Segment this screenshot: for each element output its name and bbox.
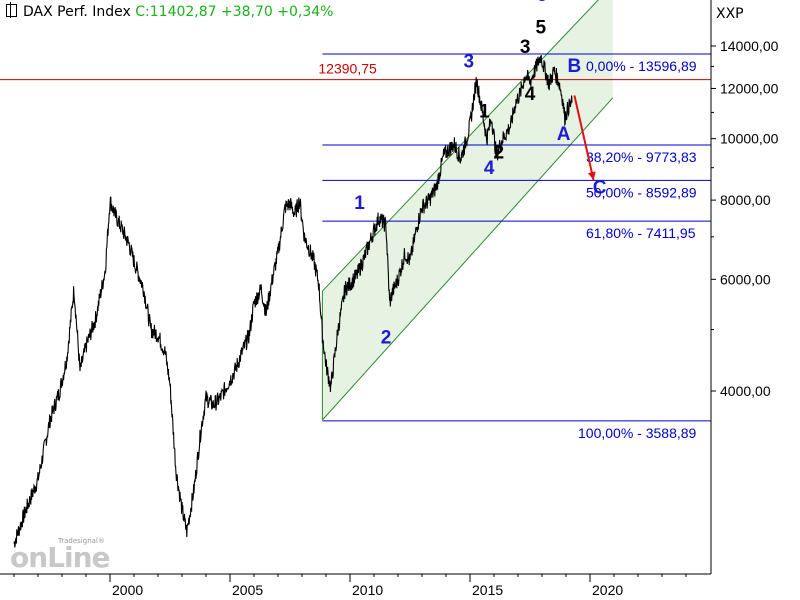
arrow-head xyxy=(587,171,596,181)
x-tick-label-1: 2005 xyxy=(232,582,263,598)
fib-label-2: 50,00% - 8592,89 xyxy=(586,184,697,200)
channel-fill xyxy=(322,0,613,420)
wave-label-3-7: 3 xyxy=(520,37,531,58)
logo-brand-big: onLine xyxy=(10,541,111,574)
wave-label-c-12: C xyxy=(593,177,607,198)
y-tick-label-0: 4000,00 xyxy=(720,383,771,399)
wave-label-5-4: 5 xyxy=(537,0,548,6)
resistance-label: 12390,75 xyxy=(318,61,377,77)
x-tick-label-2: 2010 xyxy=(352,582,383,598)
candlestick-icon xyxy=(6,2,17,18)
y-tick-label-1: 6000,00 xyxy=(720,271,771,287)
fib-label-4: 100,00% - 3588,89 xyxy=(578,425,697,441)
logo-brand-small: Tradesignal® xyxy=(58,537,105,545)
y-tick-label-4: 12000,00 xyxy=(720,80,779,96)
wave-label-4-8: 4 xyxy=(525,84,536,105)
wave-labels: 1234512345ABC xyxy=(354,0,606,349)
last-quote: C:11402,87 +38,70 +0,34% xyxy=(135,4,334,20)
axes: 4000,006000,008000,0010000,0012000,00140… xyxy=(0,0,779,598)
wave-label-5-9: 5 xyxy=(536,18,547,39)
symbol-label: XXP xyxy=(716,6,744,22)
x-tick-label-3: 2015 xyxy=(472,582,503,598)
arrow-shaft xyxy=(573,95,595,181)
chart-header: DAX Perf. Index C:11402,87 +38,70 +0,34% xyxy=(6,2,334,20)
wave-label-2-6: 2 xyxy=(494,143,505,164)
price-series xyxy=(13,54,573,548)
fib-label-3: 61,80% - 7411,95 xyxy=(586,225,696,241)
wave-label-1-0: 1 xyxy=(354,193,365,214)
price-line xyxy=(13,54,573,548)
wave-label-1-5: 1 xyxy=(479,101,490,122)
channel-lower-line xyxy=(322,97,614,421)
projection-arrow xyxy=(573,95,596,181)
instrument-title: DAX Perf. Index xyxy=(23,4,131,20)
wave-label-3-2: 3 xyxy=(464,51,475,72)
wave-label-2-1: 2 xyxy=(381,328,392,349)
x-tick-label-0: 2000 xyxy=(112,582,143,598)
wave-label-a-10: A xyxy=(557,124,571,145)
fib-label-0: 0,00% - 13596,89 xyxy=(586,58,697,74)
y-tick-label-2: 8000,00 xyxy=(720,192,771,208)
wave-label-4-3: 4 xyxy=(484,158,495,179)
y-tick-label-5: 14000,00 xyxy=(720,38,779,54)
fib-label-1: 38,20% - 9773,83 xyxy=(586,149,697,165)
fibonacci-levels: 12390,75 0,00% - 13596,89 38,20% - 9773,83… xyxy=(0,53,711,441)
x-tick-label-4: 2020 xyxy=(592,582,623,598)
y-tick-label-3: 10000,00 xyxy=(720,131,779,147)
wave-label-b-11: B xyxy=(568,56,582,77)
